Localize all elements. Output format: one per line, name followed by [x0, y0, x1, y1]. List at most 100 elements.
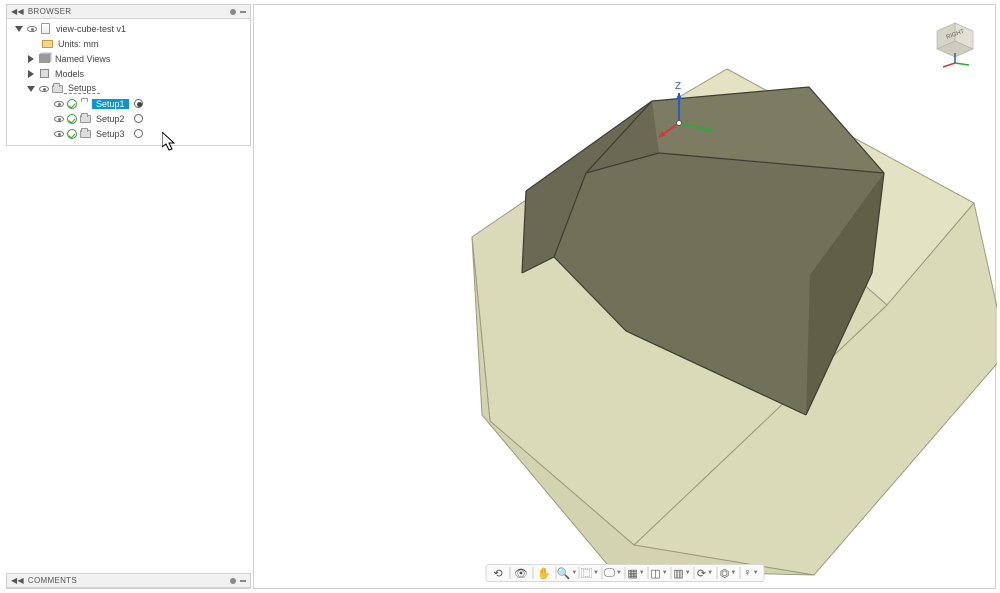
- tree-row-units[interactable]: Units: mm: [7, 36, 250, 51]
- dropdown-icon[interactable]: ▼: [685, 570, 691, 576]
- fit-icon: ⿴: [581, 565, 592, 581]
- grid-button[interactable]: ▦▼: [628, 566, 644, 580]
- separator: [693, 567, 694, 579]
- separator: [739, 567, 740, 579]
- viewports-icon: ◫: [650, 567, 660, 580]
- dropdown-icon[interactable]: ▼: [571, 570, 577, 576]
- browser-panel: ◀◀ BROWSER view-cube-test v1 Units: mm N…: [6, 4, 251, 146]
- tree-label: view-cube-test v1: [52, 24, 130, 34]
- eye-icon[interactable]: [54, 101, 64, 107]
- check-icon: [67, 114, 77, 124]
- separator: [647, 567, 648, 579]
- tree-row-named-views[interactable]: Named Views: [7, 51, 250, 66]
- dropdown-icon[interactable]: ▼: [753, 570, 759, 576]
- model-render: Z: [254, 5, 997, 590]
- caret-icon[interactable]: [27, 86, 35, 92]
- tree-label: Setup1: [92, 99, 129, 109]
- separator: [601, 567, 602, 579]
- separator: [670, 567, 671, 579]
- caret-icon[interactable]: [28, 70, 34, 78]
- tree-row-models[interactable]: Models: [7, 66, 250, 81]
- snap-icon: ▥: [673, 567, 683, 580]
- viewports-button[interactable]: ◫▼: [651, 566, 667, 580]
- eye-icon[interactable]: [39, 86, 49, 92]
- eye-icon[interactable]: [54, 116, 64, 122]
- tree-label: Setups: [64, 83, 100, 94]
- cube-icon: [40, 69, 49, 78]
- zoom-button[interactable]: 🔍▼: [559, 566, 575, 580]
- panel-options-icon[interactable]: [230, 578, 236, 584]
- browser-header[interactable]: ◀◀ BROWSER: [7, 5, 250, 19]
- view-cube[interactable]: RIGHT: [929, 19, 981, 71]
- orbit-button[interactable]: ⟲: [490, 566, 506, 580]
- active-radio[interactable]: [134, 99, 143, 108]
- viewport-3d[interactable]: Z RIGHT ⟲👁✋🔍▼⿴▼🖵▼▦▼◫▼▥▼⟳▼⏣▼♀▼: [253, 4, 996, 589]
- orbit-icon: ⟲: [493, 567, 502, 580]
- comments-header[interactable]: ◀◀ COMMENTS: [7, 574, 250, 588]
- eye-icon[interactable]: [27, 26, 37, 32]
- grid-icon: ▦: [627, 567, 637, 580]
- navigation-toolbar: ⟲👁✋🔍▼⿴▼🖵▼▦▼◫▼▥▼⟳▼⏣▼♀▼: [485, 564, 764, 582]
- display-button[interactable]: 🖵▼: [605, 566, 621, 580]
- tree-row-setup[interactable]: Setup3: [7, 126, 250, 141]
- display-icon: 🖵: [604, 567, 615, 580]
- dropdown-icon[interactable]: ▼: [730, 570, 736, 576]
- refresh-icon: ⟳: [697, 567, 706, 580]
- dropdown-icon[interactable]: ▼: [593, 570, 599, 576]
- stack-icon: [39, 54, 50, 63]
- separator: [716, 567, 717, 579]
- panel-minimize-icon[interactable]: [240, 11, 246, 13]
- svg-text:Z: Z: [675, 81, 681, 92]
- collapse-icon[interactable]: ◀◀: [11, 576, 24, 585]
- check-icon: [67, 129, 77, 139]
- refresh-button[interactable]: ⟳▼: [697, 566, 713, 580]
- zoom-icon: 🔍: [557, 567, 571, 580]
- tree-label: Setup3: [92, 129, 129, 139]
- tree-row-setup[interactable]: Setup2: [7, 111, 250, 126]
- check-icon: [67, 99, 77, 109]
- tree-label: Units: mm: [54, 39, 103, 49]
- look-at-icon: 👁: [514, 567, 528, 580]
- pan-button[interactable]: ✋: [536, 566, 552, 580]
- separator: [624, 567, 625, 579]
- active-radio[interactable]: [134, 114, 143, 123]
- separator: [532, 567, 533, 579]
- caret-icon[interactable]: [15, 26, 23, 32]
- comments-title: COMMENTS: [28, 576, 77, 585]
- folder-icon: [80, 115, 91, 123]
- tree-label: Models: [51, 69, 88, 79]
- tree-row-setup[interactable]: Setup1: [7, 96, 250, 111]
- fit-button[interactable]: ⿴▼: [582, 566, 598, 580]
- dropdown-icon[interactable]: ▼: [707, 570, 713, 576]
- look-at-button[interactable]: 👁: [513, 566, 529, 580]
- separator: [509, 567, 510, 579]
- dropdown-icon[interactable]: ▼: [616, 570, 622, 576]
- dropdown-icon[interactable]: ▼: [662, 570, 668, 576]
- object-vis-icon: ⏣: [720, 567, 730, 580]
- separator: [578, 567, 579, 579]
- folder-icon: [52, 85, 63, 93]
- tree-row-root[interactable]: view-cube-test v1: [7, 21, 250, 36]
- effects-icon: ♀: [743, 567, 751, 579]
- dropdown-icon[interactable]: ▼: [639, 570, 645, 576]
- object-vis-button[interactable]: ⏣▼: [720, 566, 736, 580]
- panel-options-icon[interactable]: [230, 9, 236, 15]
- eye-icon[interactable]: [54, 131, 64, 137]
- caret-icon[interactable]: [28, 55, 34, 63]
- document-icon: [41, 23, 50, 34]
- tree-label: Setup2: [92, 114, 129, 124]
- collapse-icon[interactable]: ◀◀: [11, 7, 24, 16]
- folder-icon: [80, 100, 91, 108]
- pan-icon: ✋: [537, 567, 551, 580]
- browser-title: BROWSER: [28, 7, 71, 16]
- folder-icon: [80, 130, 91, 138]
- active-radio[interactable]: [134, 129, 143, 138]
- browser-tree: view-cube-test v1 Units: mm Named Views …: [7, 19, 250, 145]
- panel-minimize-icon[interactable]: [240, 580, 246, 582]
- effects-button[interactable]: ♀▼: [743, 566, 759, 580]
- snap-button[interactable]: ▥▼: [674, 566, 690, 580]
- comments-panel: ◀◀ COMMENTS: [6, 573, 251, 589]
- tree-row-setups[interactable]: Setups: [7, 81, 250, 96]
- tree-label: Named Views: [51, 54, 114, 64]
- ruler-icon: [42, 40, 53, 48]
